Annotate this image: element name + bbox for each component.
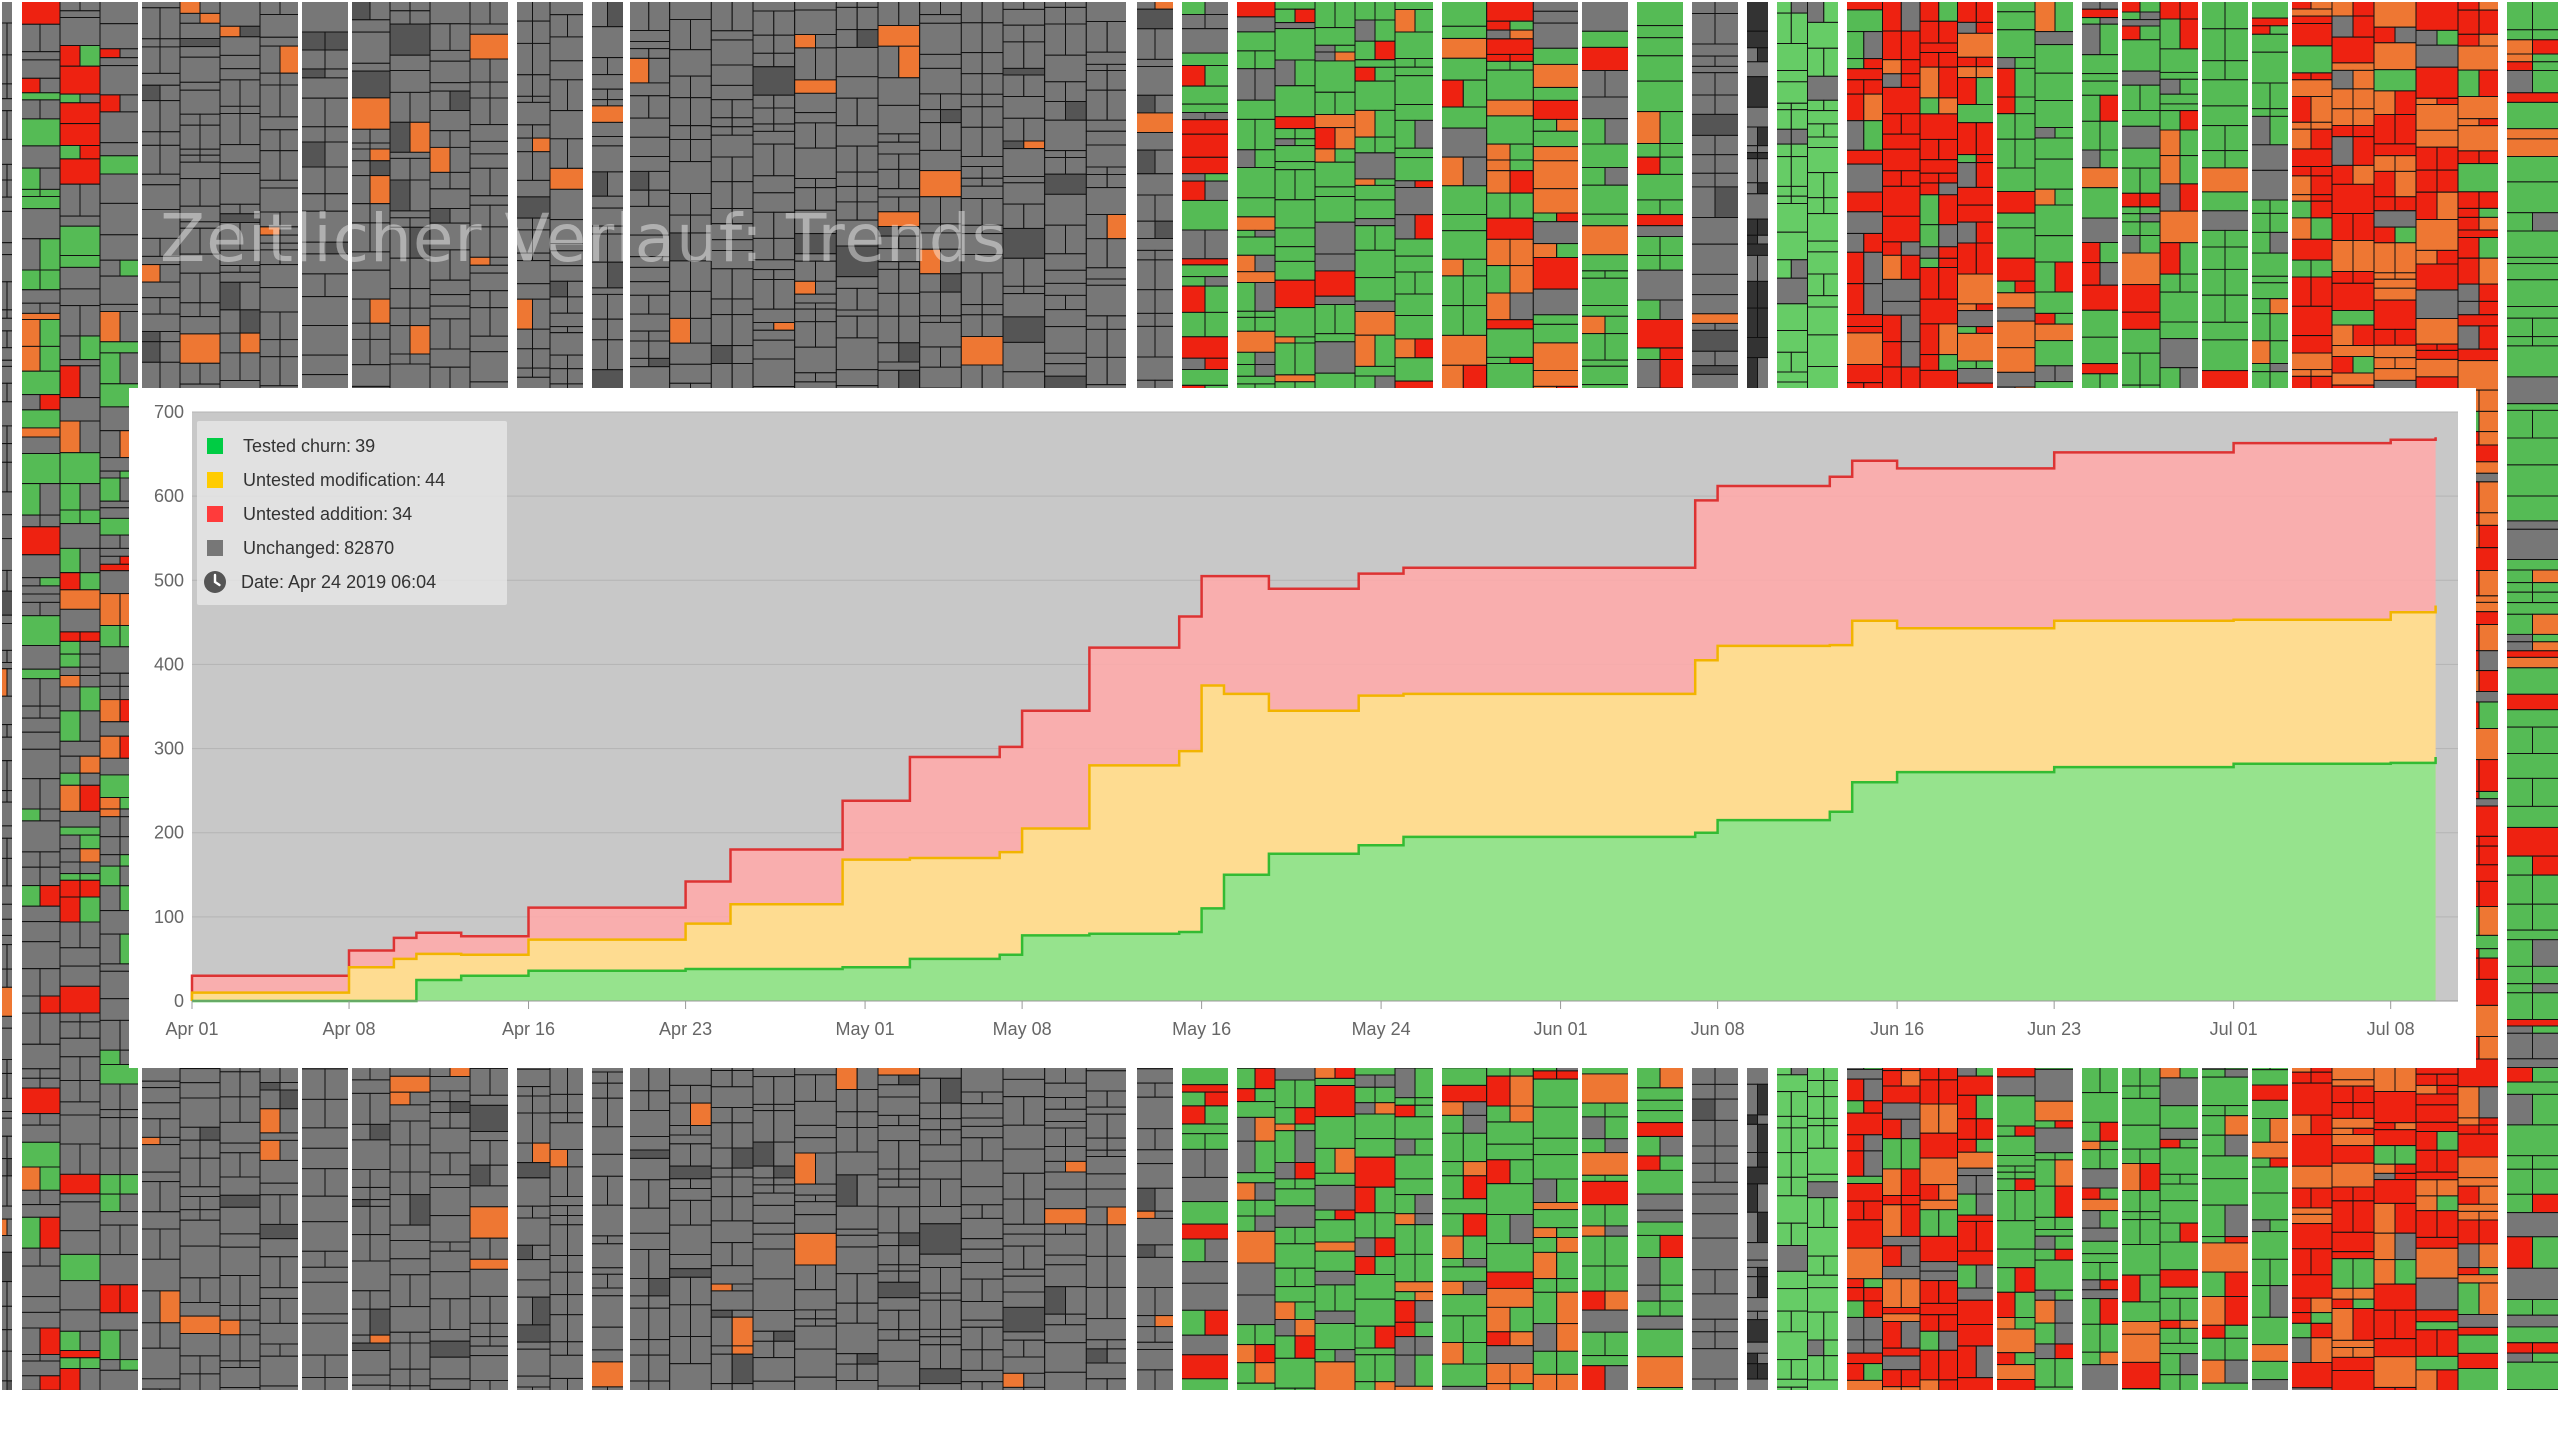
legend-label-tested-churn: Tested churn: — [243, 435, 352, 456]
legend-label-untested-modification: Untested modification: — [243, 469, 422, 490]
x-tick-label: May 24 — [1352, 1019, 1411, 1039]
area-tested-churn — [192, 757, 2436, 1001]
y-tick-label: 300 — [154, 739, 184, 759]
x-tick-label: Apr 16 — [502, 1019, 555, 1039]
x-tick-label: Jun 01 — [1534, 1019, 1588, 1039]
line-untested-addition — [190, 437, 2437, 1001]
legend-label-untested-addition: Untested addition: — [243, 503, 389, 524]
legend-item-date: Date: Apr 24 2019 06:04 — [204, 565, 497, 599]
trend-chart: 0 100 200 300 400 500 600 700 Apr 01 Apr 08 Apr 16… — [154, 402, 2458, 1039]
legend-swatch-unchanged — [207, 540, 223, 556]
x-tick-label: Apr 08 — [323, 1019, 376, 1039]
x-tick-label: May 01 — [836, 1019, 895, 1039]
chart-legend: Tested churn: 39 Untested modification: 44… — [197, 421, 507, 605]
legend-date-value: Apr 24 2019 06:04 — [288, 571, 437, 592]
y-tick-label: 500 — [154, 570, 184, 590]
legend-swatch-untested-addition — [207, 506, 223, 522]
y-tick-label: 400 — [154, 654, 184, 674]
x-tick-label: May 08 — [993, 1019, 1052, 1039]
legend-swatch-untested-modification — [207, 472, 223, 488]
x-tick-label: Apr 23 — [659, 1019, 712, 1039]
line-tested-churn — [192, 757, 2437, 1003]
x-tick-label: Jun 08 — [1691, 1019, 1745, 1039]
legend-item-untested-modification: Untested modification: 44 — [207, 463, 497, 497]
y-tick-label: 100 — [154, 907, 184, 927]
legend-swatch-tested-churn — [207, 438, 223, 454]
clock-icon — [204, 571, 226, 593]
line-untested-modification — [190, 605, 2437, 1001]
legend-item-tested-churn: Tested churn: 39 — [207, 429, 497, 463]
y-tick-label: 200 — [154, 823, 184, 843]
y-tick-label: 0 — [174, 991, 184, 1011]
y-axis: 0 100 200 300 400 500 600 700 — [154, 402, 184, 1011]
trend-chart-panel: 0 100 200 300 400 500 600 700 Apr 01 Apr 08 Apr 16… — [129, 388, 2476, 1068]
x-tick-label: Apr 01 — [165, 1019, 218, 1039]
x-axis: Apr 01 Apr 08 Apr 16 Apr 23 May 01 May 08 May … — [165, 1000, 2458, 1039]
y-tick-label: 700 — [154, 402, 184, 422]
legend-value-tested-churn: 39 — [355, 435, 376, 456]
legend-value-untested-modification: 44 — [425, 469, 446, 490]
legend-date-label: Date: — [241, 571, 285, 592]
legend-value-unchanged: 82870 — [344, 537, 395, 558]
x-tick-label: May 16 — [1172, 1019, 1231, 1039]
legend-item-unchanged: Unchanged: 82870 — [207, 531, 497, 565]
legend-label-unchanged: Unchanged: — [243, 537, 341, 558]
x-tick-label: Jul 01 — [2210, 1019, 2258, 1039]
y-tick-label: 600 — [154, 486, 184, 506]
legend-value-untested-addition: 34 — [392, 503, 413, 524]
x-tick-label: Jun 16 — [1870, 1019, 1924, 1039]
x-tick-label: Jul 08 — [2367, 1019, 2415, 1039]
legend-item-untested-addition: Untested addition: 34 — [207, 497, 497, 531]
slide-title: Zeitlicher Verlauf: Trends — [160, 200, 1008, 277]
x-tick-label: Jun 23 — [2027, 1019, 2081, 1039]
